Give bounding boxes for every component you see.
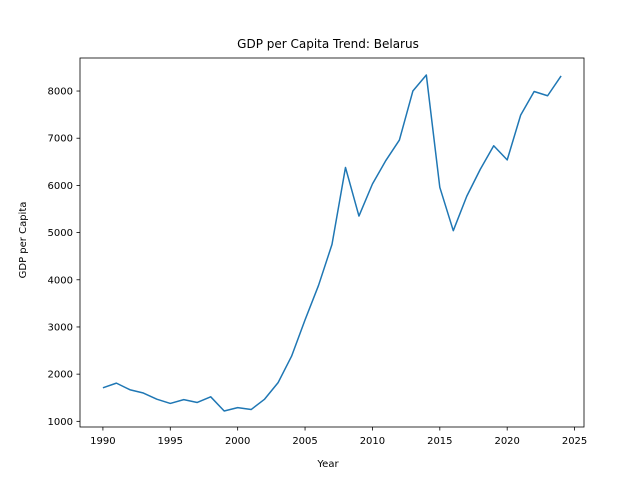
x-axis-label: Year [316,459,339,470]
x-tick-label: 2025 [562,436,587,447]
x-tick-label: 1990 [90,436,115,447]
x-tick-label: 2020 [494,436,519,447]
x-tick-label: 2015 [427,436,452,447]
x-tick-label: 2005 [292,436,317,447]
y-axis-label: GDP per Capita [18,202,29,279]
y-tick-label: 2000 [48,370,73,381]
plot-area: 1990 1995 2000 2005 2010 2015 2020 2025 1000 2000… [48,57,587,447]
x-tick-label: 1995 [158,436,183,447]
y-tick-label: 8000 [48,87,73,98]
x-tick-label: 2000 [225,436,250,447]
x-tick-label: 2010 [360,436,385,447]
y-tick-label: 1000 [48,417,73,428]
y-tick-label: 6000 [48,181,73,192]
y-tick-label: 5000 [48,228,73,239]
y-tick-label: 7000 [48,134,73,145]
plot-frame [79,57,585,428]
y-tick-label: 4000 [48,275,73,286]
chart-title: GDP per Capita Trend: Belarus [237,37,419,51]
y-tick-label: 3000 [48,322,73,333]
series-line-0 [102,74,562,412]
